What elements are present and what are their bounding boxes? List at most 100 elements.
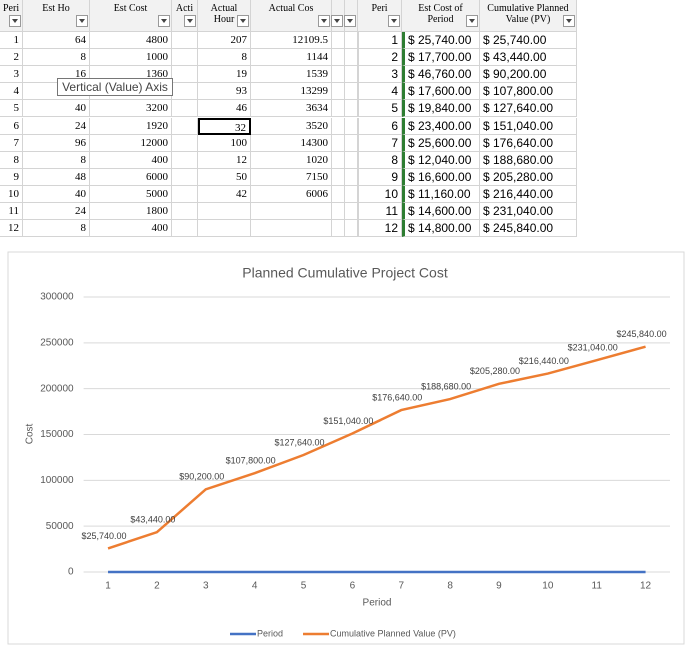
cell[interactable]: 6 — [0, 117, 23, 135]
cell[interactable]: $ 231,040.00 — [480, 203, 577, 221]
cell[interactable]: 1020 — [251, 151, 332, 169]
cell[interactable]: 2 — [358, 49, 402, 67]
cell[interactable]: 12109.5 — [251, 32, 332, 50]
cell[interactable]: 5 — [358, 100, 402, 118]
cell[interactable]: 24 — [23, 117, 90, 135]
cell[interactable] — [172, 185, 198, 203]
cell[interactable]: 12 — [358, 220, 402, 238]
cell[interactable]: 4 — [358, 83, 402, 101]
cell[interactable]: 16 — [23, 66, 90, 84]
cell[interactable]: 12000 — [90, 134, 172, 152]
filter-button[interactable] — [184, 15, 196, 27]
cell[interactable]: 2 — [0, 49, 23, 67]
cell[interactable]: 6006 — [251, 185, 332, 203]
cell[interactable] — [198, 220, 251, 238]
cell[interactable]: 1000 — [90, 49, 172, 67]
cell[interactable] — [345, 117, 358, 135]
cell[interactable]: 11 — [358, 203, 402, 221]
cell[interactable]: $ 107,800.00 — [480, 83, 577, 101]
cell[interactable]: 8 — [0, 151, 23, 169]
cell[interactable] — [332, 220, 345, 238]
cell[interactable] — [345, 49, 358, 67]
cell[interactable]: $ 19,840.00 — [402, 100, 480, 118]
cell[interactable] — [172, 32, 198, 50]
cell[interactable]: 12 — [0, 220, 23, 238]
cell[interactable] — [345, 66, 358, 84]
cell[interactable]: $ 151,040.00 — [480, 117, 577, 135]
cell[interactable]: $ 14,800.00 — [402, 220, 480, 238]
cell[interactable] — [172, 83, 198, 101]
cell[interactable]: 14300 — [251, 134, 332, 152]
cell[interactable]: 100 — [198, 134, 251, 152]
cell[interactable] — [332, 32, 345, 50]
cell[interactable] — [172, 168, 198, 186]
cell[interactable]: 8 — [23, 220, 90, 238]
cell[interactable] — [345, 168, 358, 186]
filter-button[interactable] — [331, 15, 343, 27]
cell[interactable]: 40 — [23, 100, 90, 118]
cell[interactable]: 6 — [358, 117, 402, 135]
cell[interactable]: 1800 — [90, 203, 172, 221]
cell[interactable]: 64 — [23, 32, 90, 50]
cell[interactable]: 11 — [0, 203, 23, 221]
cell[interactable] — [345, 83, 358, 101]
filter-button[interactable] — [344, 15, 356, 27]
cell[interactable] — [332, 117, 345, 135]
cell[interactable]: 19 — [198, 66, 251, 84]
cell[interactable]: 7150 — [251, 168, 332, 186]
cell[interactable]: 3520 — [251, 117, 332, 135]
cell[interactable]: 7 — [0, 134, 23, 152]
cell[interactable]: $ 216,440.00 — [480, 185, 577, 203]
cell[interactable]: 8 — [198, 49, 251, 67]
filter-button[interactable] — [466, 15, 478, 27]
cell[interactable]: 5 — [0, 100, 23, 118]
cell[interactable]: 46 — [198, 100, 251, 118]
cell[interactable]: 400 — [90, 220, 172, 238]
cell[interactable]: 4800 — [90, 32, 172, 50]
cell[interactable] — [332, 185, 345, 203]
cell[interactable]: $ 205,280.00 — [480, 168, 577, 186]
cell[interactable] — [345, 220, 358, 238]
cell[interactable] — [172, 49, 198, 67]
cell[interactable] — [332, 83, 345, 101]
cell[interactable] — [198, 203, 251, 221]
cell[interactable]: 9 — [358, 168, 402, 186]
cell[interactable] — [345, 32, 358, 50]
cell[interactable]: 9 — [0, 168, 23, 186]
cell[interactable]: 3200 — [90, 100, 172, 118]
cell[interactable]: $ 25,600.00 — [402, 134, 480, 152]
cell[interactable]: $ 25,740.00 — [480, 32, 577, 50]
cell[interactable] — [332, 168, 345, 186]
cell[interactable] — [332, 66, 345, 84]
cell[interactable] — [345, 185, 358, 203]
cell[interactable] — [172, 117, 198, 135]
cell[interactable] — [332, 203, 345, 221]
cell[interactable]: $ 176,640.00 — [480, 134, 577, 152]
cell[interactable]: 1539 — [251, 66, 332, 84]
cell[interactable]: $ 11,160.00 — [402, 185, 480, 203]
cell[interactable] — [345, 134, 358, 152]
cell[interactable]: 96 — [23, 134, 90, 152]
cell[interactable]: 7 — [358, 134, 402, 152]
cell[interactable]: 8 — [358, 151, 402, 169]
cell[interactable]: 12 — [198, 151, 251, 169]
cell[interactable]: $ 16,600.00 — [402, 168, 480, 186]
cell[interactable]: 10 — [358, 185, 402, 203]
selected-cell[interactable]: 32 — [198, 117, 251, 135]
cell[interactable]: 1144 — [251, 49, 332, 67]
cell[interactable] — [332, 151, 345, 169]
filter-button[interactable] — [237, 15, 249, 27]
cell[interactable]: 5000 — [90, 185, 172, 203]
filter-button[interactable] — [158, 15, 170, 27]
filter-button[interactable] — [318, 15, 330, 27]
cell[interactable]: $ 127,640.00 — [480, 100, 577, 118]
filter-button[interactable] — [76, 15, 88, 27]
cell[interactable]: 1 — [358, 32, 402, 50]
cell[interactable]: 4 — [0, 83, 23, 101]
cell[interactable]: 400 — [90, 151, 172, 169]
cell[interactable]: 48 — [23, 168, 90, 186]
cell[interactable] — [172, 151, 198, 169]
cell[interactable] — [332, 49, 345, 67]
filter-button[interactable] — [9, 15, 21, 27]
cell[interactable] — [345, 151, 358, 169]
